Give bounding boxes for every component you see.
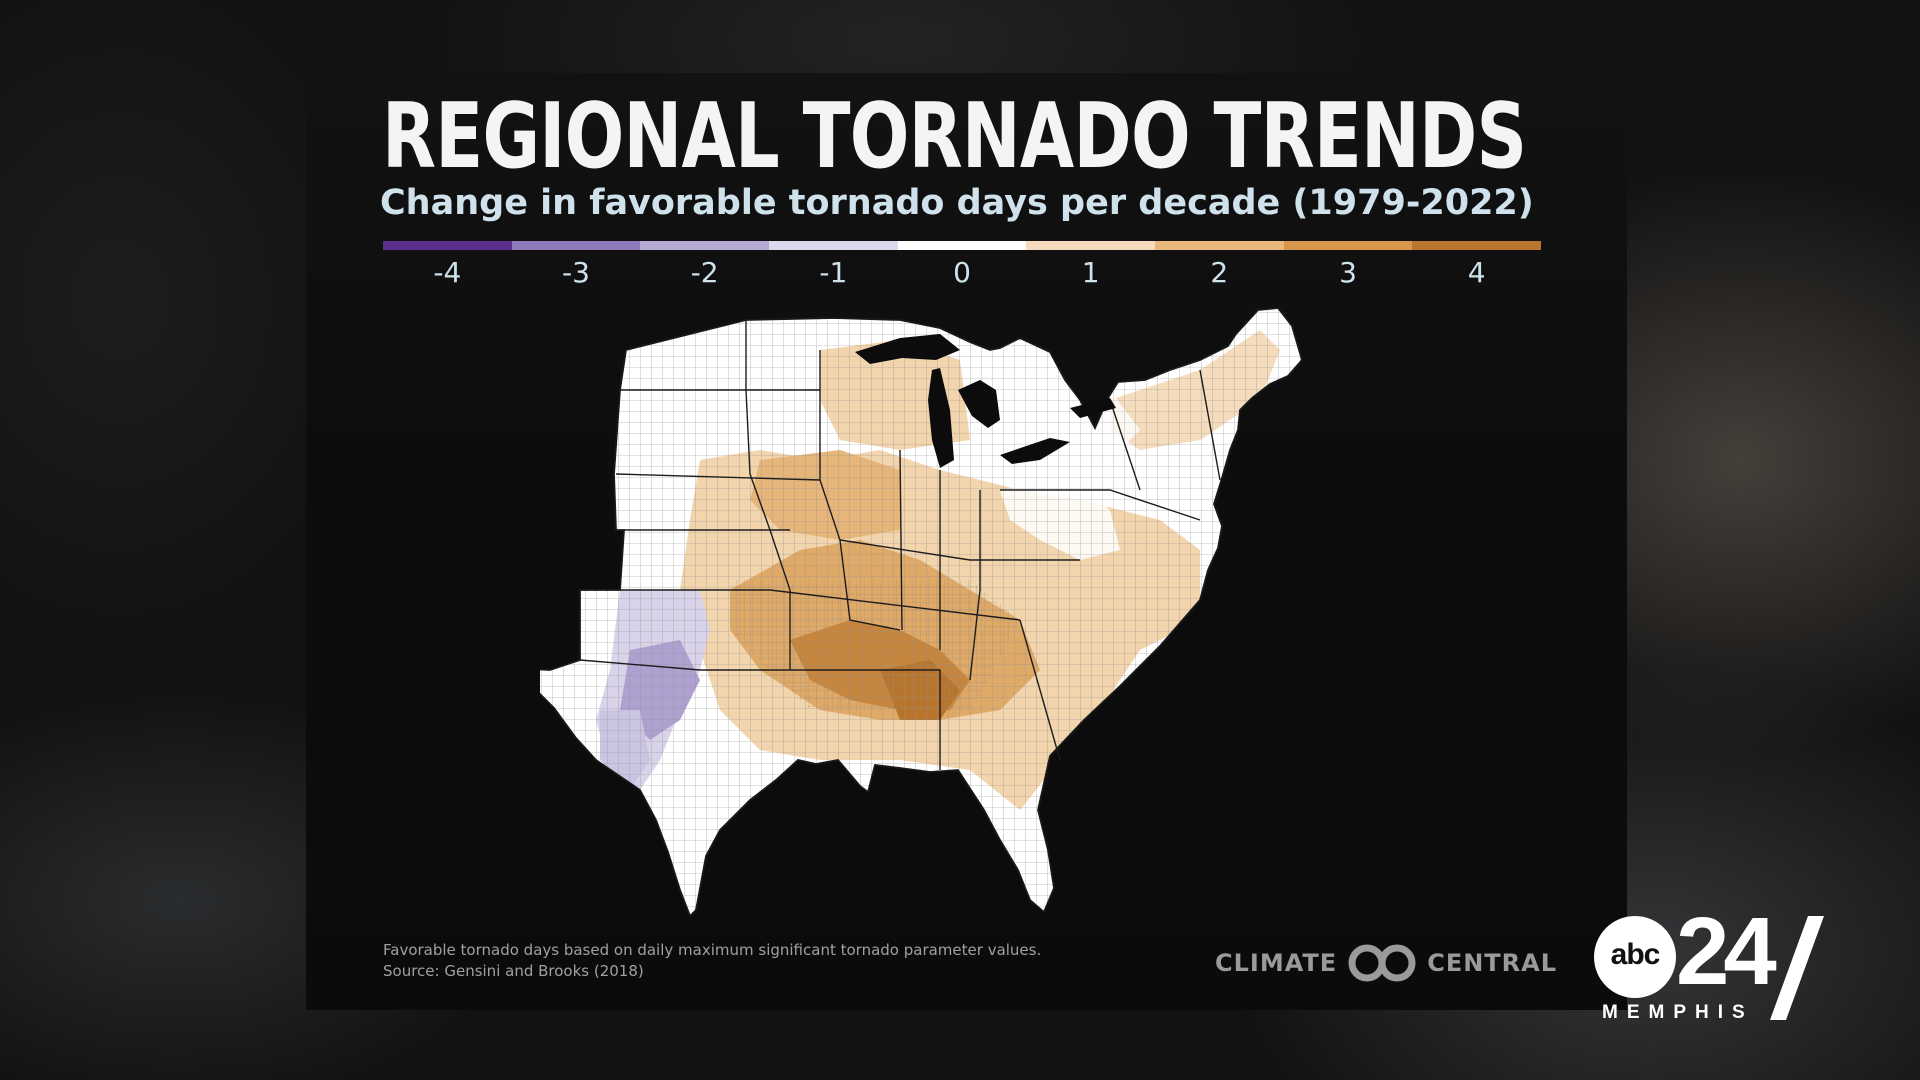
map-subtitle: Change in favorable tornado days per dec… xyxy=(380,183,1534,223)
legend-tick-labels: -4 -3 -2 -1 0 1 2 3 4 xyxy=(383,256,1541,296)
climate-central-logo-left: CLIMATE xyxy=(1215,949,1338,977)
color-scale-legend xyxy=(383,241,1542,250)
abc24-station-logo: abc 24 MEMPHIS xyxy=(1590,904,1826,1024)
us-county-map xyxy=(540,307,1303,917)
legend-tick-label: -3 xyxy=(562,256,590,289)
channel-number: 24 xyxy=(1676,898,1777,1005)
station-city: MEMPHIS xyxy=(1602,1002,1754,1023)
legend-tick-label: -4 xyxy=(433,256,462,289)
abc-circle-icon xyxy=(1594,916,1676,998)
slash-icon xyxy=(1770,916,1824,1020)
legend-tick-label: 3 xyxy=(1339,256,1357,289)
climate-central-logo-right: CENTRAL xyxy=(1427,949,1558,977)
legend-segment xyxy=(769,241,898,250)
legend-segment xyxy=(511,241,641,250)
infinity-icon xyxy=(1348,944,1416,982)
legend-tick-label: 1 xyxy=(1081,256,1100,289)
footnote-method: Favorable tornado days based on daily ma… xyxy=(383,941,1042,959)
legend-tick-label: 2 xyxy=(1210,256,1229,289)
legend-tick-label: 0 xyxy=(953,256,971,289)
legend-segment xyxy=(1026,241,1156,250)
legend-segment xyxy=(1155,241,1284,250)
legend-tick-label: 4 xyxy=(1467,256,1486,289)
map-title: REGIONAL TORNADO TRENDS xyxy=(382,84,1527,189)
abc-network-text: abc xyxy=(1610,938,1661,971)
legend-segment xyxy=(1412,241,1542,250)
legend-tick-label: -2 xyxy=(690,256,719,289)
footnote-source: Source: Gensini and Brooks (2018) xyxy=(383,962,644,980)
legend-segment xyxy=(383,241,512,250)
legend-segment xyxy=(1283,241,1413,250)
legend-segment xyxy=(640,241,770,250)
legend-tick-label: -1 xyxy=(819,256,848,289)
climate-central-logo: CLIMATE CENTRAL xyxy=(1215,940,1557,986)
legend-segment xyxy=(897,241,1027,250)
map-footnote: Favorable tornado days based on daily ma… xyxy=(383,940,1041,982)
